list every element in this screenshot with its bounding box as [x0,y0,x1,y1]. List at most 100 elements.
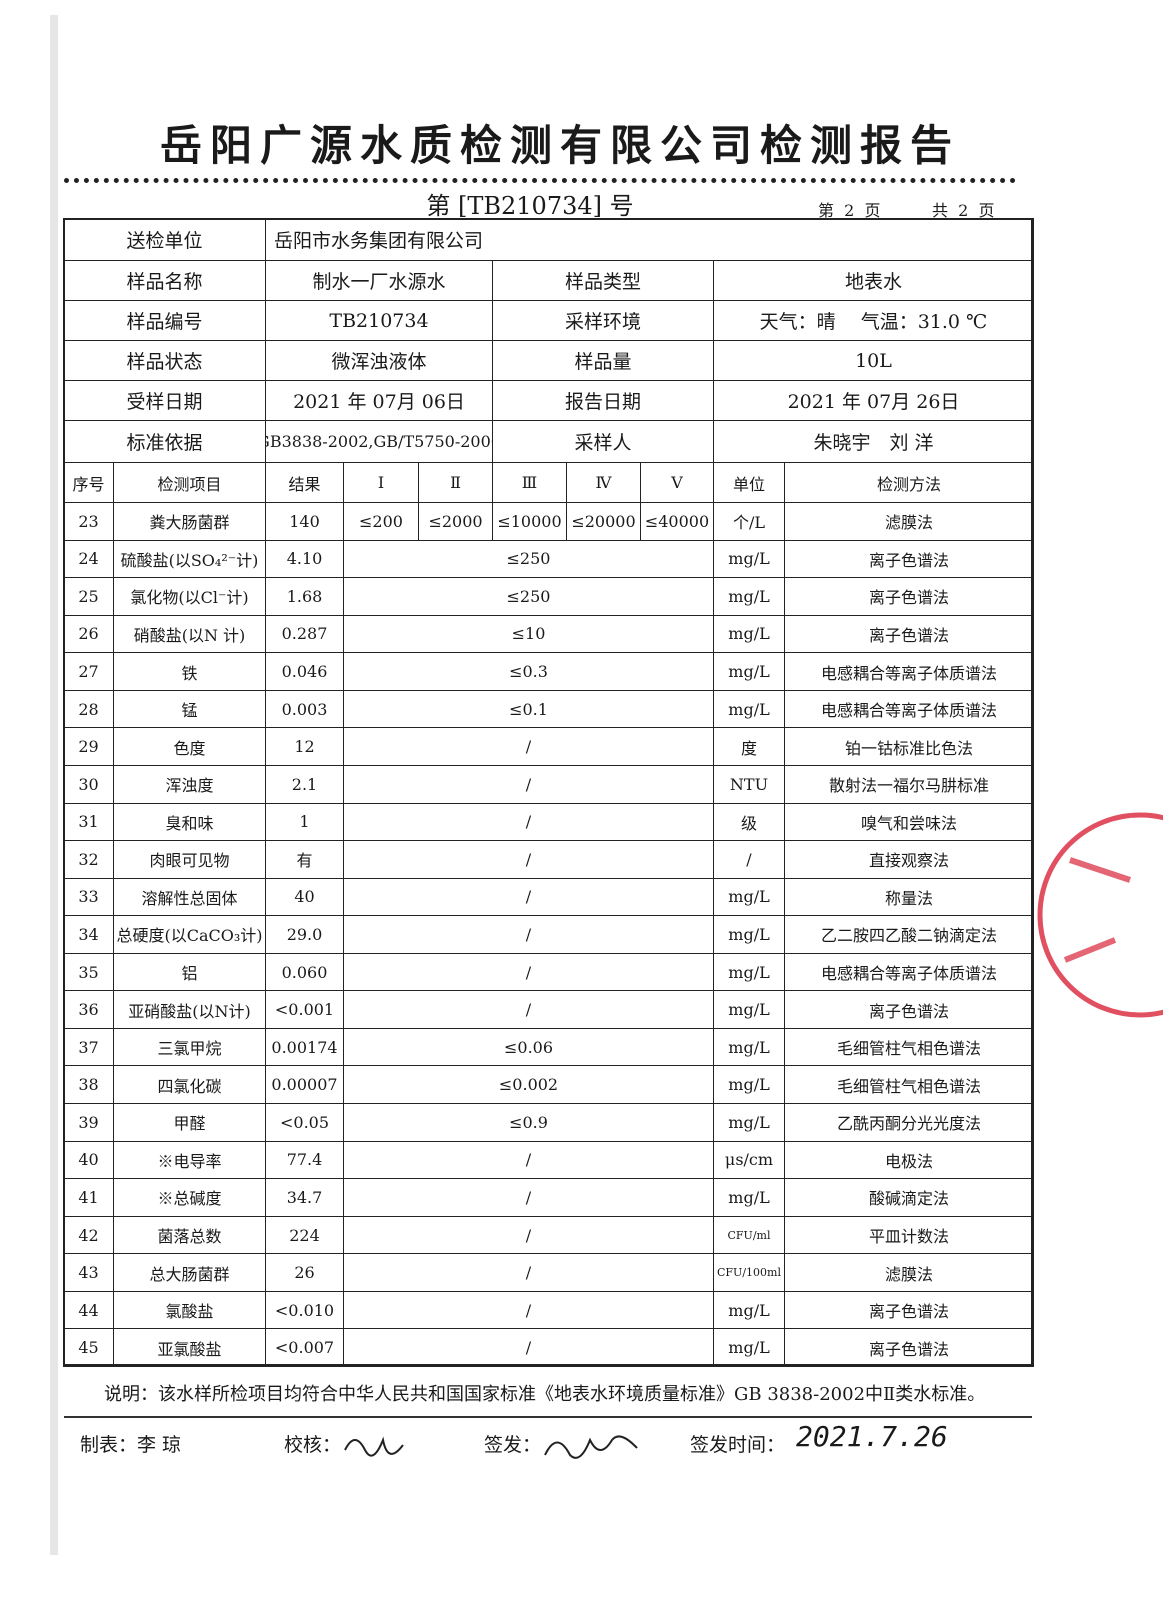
report-title: 岳阳广源水质检测有限公司检测报告 [159,121,960,170]
info-label: 采样环境 [492,300,714,341]
prepared-by: 制表：李 琼 [80,1434,182,1456]
standard-limit: / [343,1215,714,1255]
unit: mg/L [713,1103,785,1142]
standard-limit: / [343,1290,714,1330]
test-item: 四氯化碳 [113,1065,266,1105]
class-limit: ≤200 [343,502,419,541]
test-item: ※总碱度 [113,1178,266,1217]
row-number: 38 [63,1065,114,1105]
row-number: 39 [63,1103,114,1142]
test-method: 电感耦合等离子体质谱法 [784,952,1034,992]
dotted-rule [64,178,1016,183]
test-result: 1 [265,802,344,842]
test-result: 224 [265,1215,344,1255]
test-method: 酸碱滴定法 [784,1178,1034,1217]
test-result: 140 [265,502,344,541]
info-value: 天气：晴 气温：31.0 ℃ [713,300,1034,341]
row-number: 30 [63,764,114,804]
test-result: 0.00007 [265,1065,344,1105]
standard-limit: / [343,877,714,917]
test-item: 溶解性总固体 [113,877,266,917]
info-value: 制水一厂水源水 [265,260,493,301]
test-item: 三氯甲烷 [113,1027,266,1067]
row-number: 35 [63,952,114,992]
info-value: GB3838-2002,GB/T5750-2006 [265,420,493,463]
test-method: 乙二胺四乙酸二钠滴定法 [784,915,1034,954]
issue-date: 2021.7.26 [796,1420,948,1453]
info-value: TB210734 [265,300,493,341]
test-result: <0.05 [265,1103,344,1142]
info-value: 2021 年 07月 06日 [265,380,493,421]
row-number: 31 [63,802,114,842]
report-table: 送检单位 岳阳市水务集团有限公司 样品名称 制水一厂水源水 样品类型 地表水 样品编号 TB2… [63,218,1034,1367]
row-number: 23 [63,502,114,541]
column-header: Ⅳ [566,462,641,503]
info-label: 样品名称 [63,260,266,301]
unit: μs/cm [713,1140,785,1180]
info-label: 送检单位 [63,218,266,261]
page-total: 共 2 页 [932,201,995,220]
info-label: 样品编号 [63,300,266,341]
unit: mg/L [713,1065,785,1105]
column-header: Ⅱ [418,462,493,503]
row-number: 40 [63,1140,114,1180]
column-header: Ⅲ [492,462,567,503]
test-method: 毛细管柱气相色谱法 [784,1027,1034,1067]
standard-limit: / [343,990,714,1029]
test-item: 浑浊度 [113,764,266,804]
column-header: 序号 [63,462,114,503]
test-method: 离子色谱法 [784,990,1034,1029]
test-result: 34.7 [265,1178,344,1217]
test-item: 氯酸盐 [113,1290,266,1330]
class-limit: ≤20000 [566,502,641,541]
test-result: 40 [265,877,344,917]
column-header: 检测方法 [784,462,1034,503]
unit: mg/L [713,1178,785,1217]
standard-limit: ≤0.06 [343,1027,714,1067]
row-number: 26 [63,614,114,654]
info-label: 样品量 [492,340,714,381]
standard-limit: ≤250 [343,577,714,616]
standard-limit: / [343,802,714,842]
test-result: 4.10 [265,539,344,579]
info-label: 标准依据 [63,420,266,463]
column-header: 结果 [265,462,344,503]
class-limit: ≤40000 [640,502,714,541]
standard-limit: ≤0.3 [343,652,714,691]
test-result: 0.00174 [265,1027,344,1067]
test-item: 肉眼可见物 [113,840,266,879]
test-method: 滤膜法 [784,502,1034,541]
test-item: 锰 [113,689,266,729]
test-method: 直接观察法 [784,840,1034,879]
unit: mg/L [713,915,785,954]
seal [1037,812,1163,1018]
test-result: <0.001 [265,990,344,1029]
test-item: 亚氯酸盐 [113,1328,266,1367]
row-number: 42 [63,1215,114,1255]
test-result: 12 [265,727,344,766]
test-item: 菌落总数 [113,1215,266,1255]
standard-limit: / [343,1140,714,1180]
test-method: 称量法 [784,877,1034,917]
unit: mg/L [713,1027,785,1067]
unit: CFU/ml [713,1215,785,1255]
signatures [344,1435,638,1459]
test-method: 离子色谱法 [784,577,1034,616]
info-value: 朱晓宇 刘 洋 [713,420,1034,463]
test-result: 2.1 [265,764,344,804]
test-item: 粪大肠菌群 [113,502,266,541]
info-label: 报告日期 [492,380,714,421]
row-number: 43 [63,1253,114,1292]
row-number: 34 [63,915,114,954]
info-value: 微浑浊液体 [265,340,493,381]
standard-limit: ≤0.002 [343,1065,714,1105]
column-header: Ⅰ [343,462,419,503]
standard-limit: / [343,727,714,766]
test-item: 色度 [113,727,266,766]
unit: mg/L [713,614,785,654]
unit: 度 [713,727,785,766]
info-label: 采样人 [492,420,714,463]
test-item: ※电导率 [113,1140,266,1180]
unit: CFU/100ml [713,1253,785,1292]
row-number: 33 [63,877,114,917]
